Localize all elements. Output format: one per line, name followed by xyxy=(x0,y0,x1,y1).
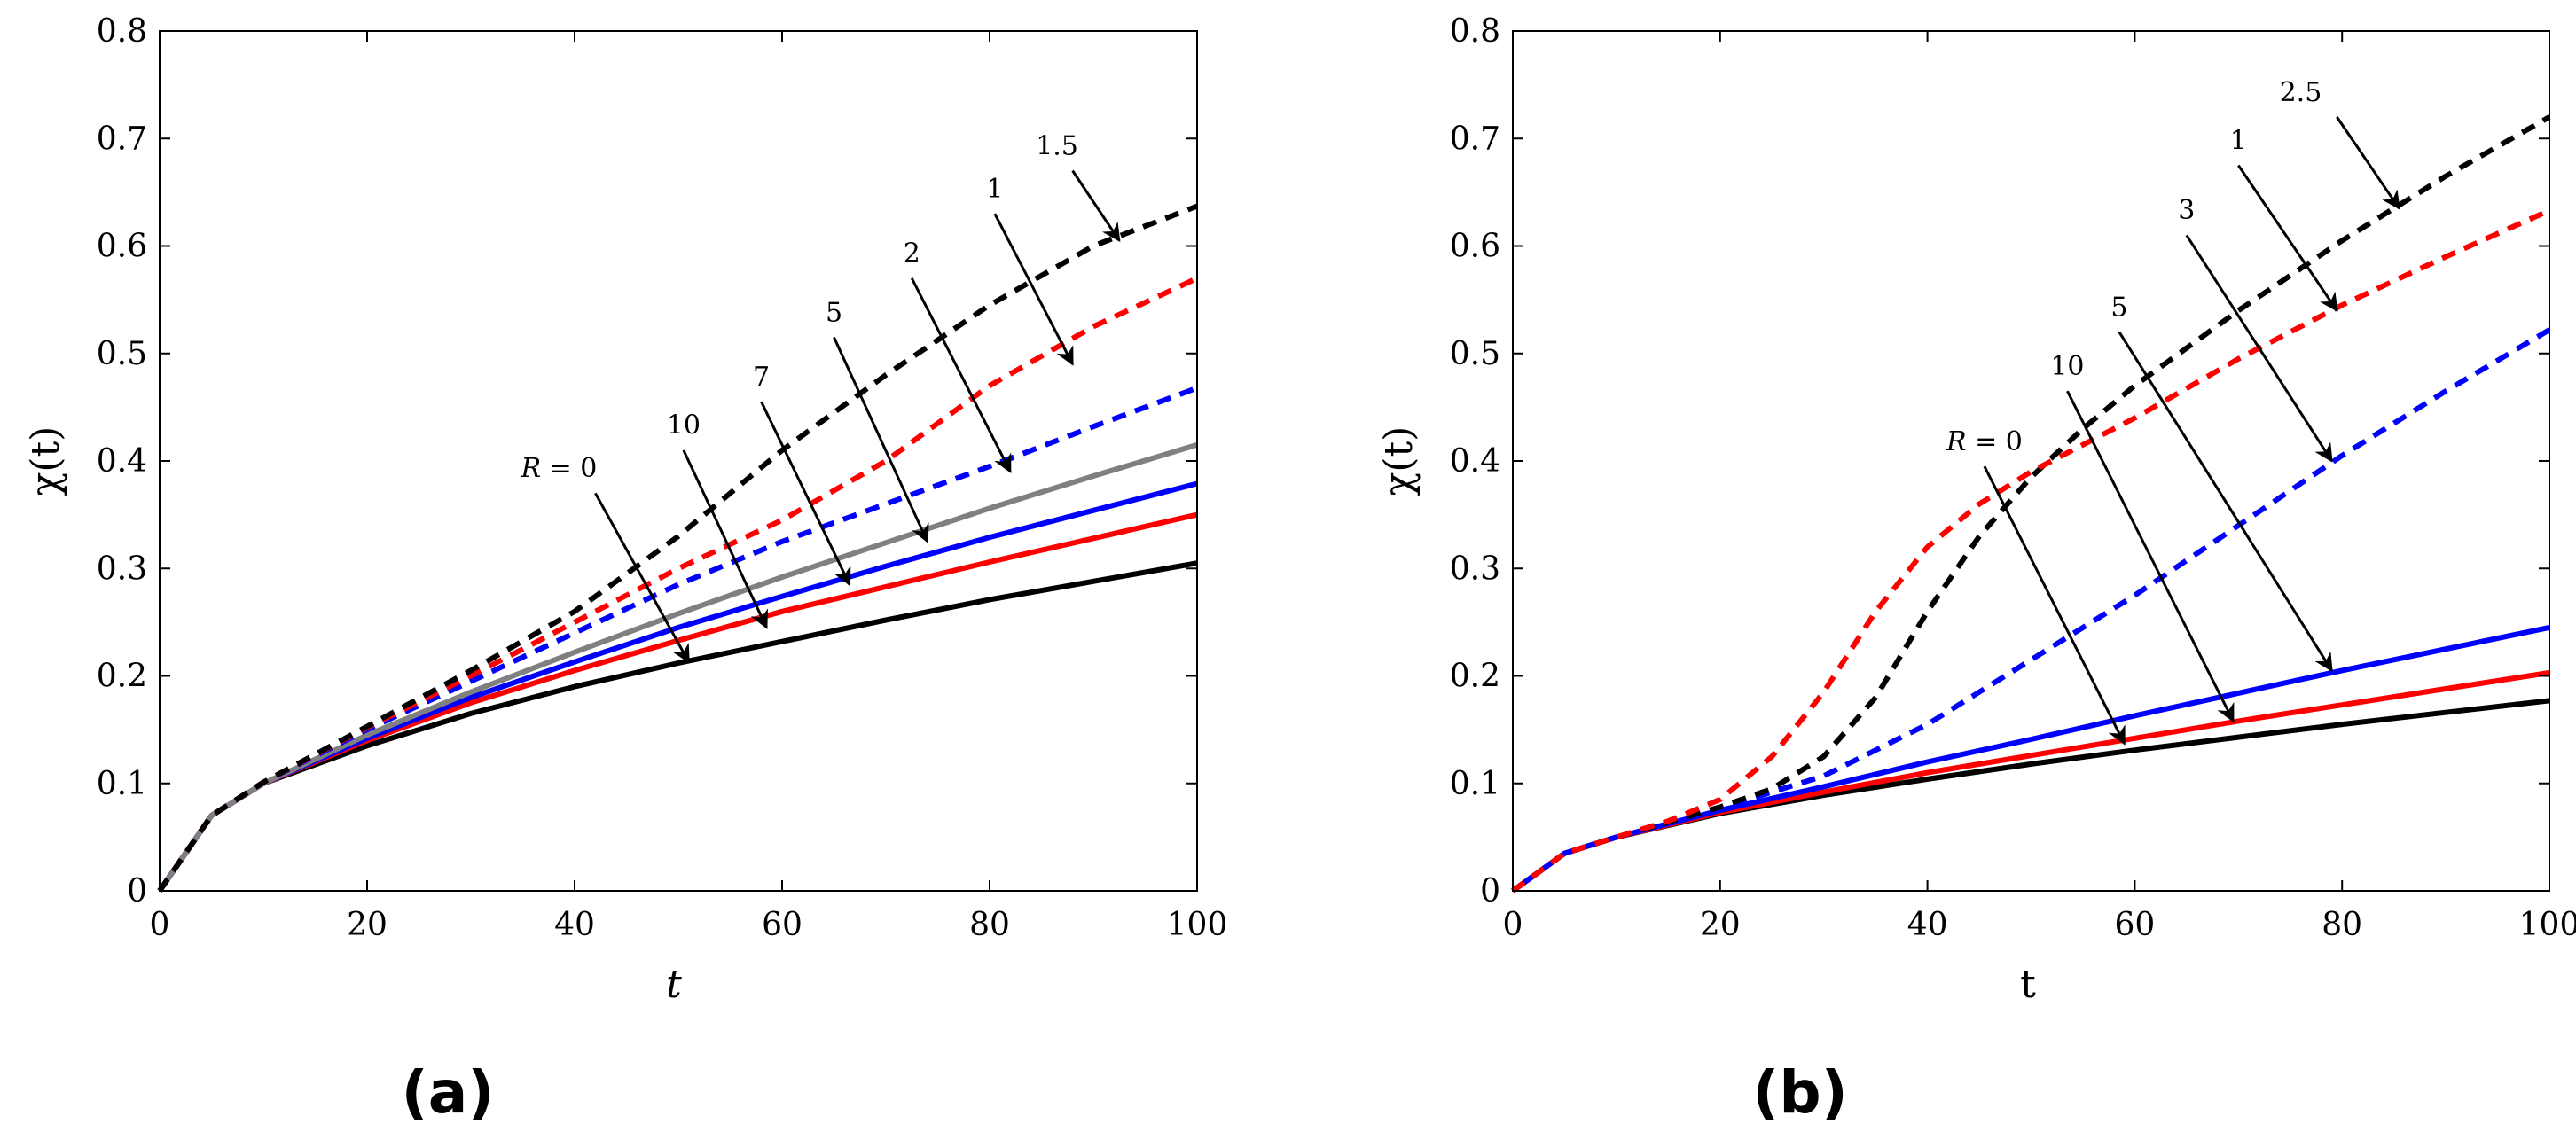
x-tick-label: 80 xyxy=(969,907,1010,943)
annotation-label: 3 xyxy=(2178,195,2195,226)
annotation-arrow xyxy=(2185,234,2333,463)
y-tick-label: 0.1 xyxy=(97,766,147,802)
series-group xyxy=(1511,114,2551,894)
annotation-arrow xyxy=(1983,465,2126,746)
annotation-arrow xyxy=(682,449,768,629)
chart-panel-b: χ(t) t (b) 0 20 40 60 80 100 0 0.1 0.2 0.3 0.4 0.5 0… xyxy=(1376,13,2576,1127)
y-tick-label: 0.8 xyxy=(97,13,147,50)
series-line-solid-10 xyxy=(157,511,1198,893)
y-tick-label: 0.2 xyxy=(97,659,147,695)
y-tick-label: 0.1 xyxy=(1450,766,1500,802)
series-line-dashed-2p5 xyxy=(1511,114,2551,894)
x-tick-label: 40 xyxy=(554,907,595,943)
annotation-arrow xyxy=(2237,164,2338,312)
y-tick-label: 0.3 xyxy=(1450,550,1500,587)
annotation-label: 10 xyxy=(2050,351,2084,382)
series-line-dashed-3 xyxy=(1511,327,2551,894)
x-tick-label: 60 xyxy=(2114,907,2155,943)
y-tick-label: 0.7 xyxy=(97,121,147,157)
x-tick-label: 100 xyxy=(1167,907,1228,943)
annotation-arrow xyxy=(833,336,929,543)
panel-label: (a) xyxy=(402,1058,495,1127)
y-tick-label: 0.4 xyxy=(1450,443,1500,480)
y-tick-label: 0.8 xyxy=(1450,13,1500,50)
annotation-label: 2.5 xyxy=(2280,77,2322,108)
annotation-label: 5 xyxy=(826,297,842,328)
y-tick-label: 0.6 xyxy=(1450,229,1500,265)
series-line-solid-5 xyxy=(1511,624,2550,894)
x-tick-label: 0 xyxy=(1503,907,1523,943)
x-tick-label: 20 xyxy=(347,907,388,943)
x-axis-label: t xyxy=(666,962,682,1007)
series-line-solid-7 xyxy=(157,480,1198,893)
annotation-arrow xyxy=(910,277,1012,473)
annotation-arrow xyxy=(760,401,851,587)
x-tick-label: 80 xyxy=(2322,907,2362,943)
series-line-dashed-1 xyxy=(157,276,1199,893)
series-group xyxy=(157,203,1199,893)
y-tick-label: 0.7 xyxy=(1450,121,1500,157)
y-tick-label: 0.4 xyxy=(97,443,147,480)
x-tick-label: 0 xyxy=(150,907,170,943)
annotation-label: 1.5 xyxy=(1036,130,1078,161)
annotation-arrow xyxy=(2066,390,2235,723)
y-tick-label: 0 xyxy=(127,873,147,910)
x-axis-label: t xyxy=(2020,962,2036,1007)
annotation-arrow xyxy=(594,492,691,664)
x-tick-label: 60 xyxy=(762,907,803,943)
y-tick-label: 0.3 xyxy=(97,550,147,587)
annotation-label: 5 xyxy=(2110,292,2127,323)
x-tick-label: 20 xyxy=(1700,907,1741,943)
annotation-label: R = 0 xyxy=(1946,426,2023,457)
series-line-dashed-1 xyxy=(1511,207,2551,894)
annotation-label: 7 xyxy=(753,362,770,393)
annotation-label: 10 xyxy=(667,410,701,441)
panel-label: (b) xyxy=(1752,1058,1848,1127)
chart-panel-a: χ(t) t (a) 0 20 40 60 80 100 0 0.1 0.2 0.3 0.4 0.5 0… xyxy=(23,13,1227,1127)
series-line-solid-5 xyxy=(157,441,1198,893)
annotation-arrow xyxy=(2118,331,2333,673)
y-tick-label: 0 xyxy=(1480,873,1500,910)
annotation-arrow xyxy=(2336,116,2400,210)
y-tick-label: 0.2 xyxy=(1450,659,1500,695)
annotation-label: 2 xyxy=(904,238,920,269)
annotation-label: 1 xyxy=(986,174,1003,205)
y-tick-label: 0.5 xyxy=(1450,336,1500,372)
series-line-solid-10 xyxy=(1511,669,2550,894)
y-tick-label: 0.5 xyxy=(97,336,147,372)
y-tick-label: 0.6 xyxy=(97,229,147,265)
y-axis-label: χ(t) xyxy=(23,426,68,496)
x-tick-label: 40 xyxy=(1907,907,1948,943)
annotation-label: 1 xyxy=(2230,125,2247,156)
annotation-arrow xyxy=(993,213,1074,366)
series-line-solid-R0 xyxy=(1511,698,2550,894)
annotation-arrow xyxy=(1071,169,1121,243)
y-axis-label: χ(t) xyxy=(1376,426,1421,496)
x-tick-label: 100 xyxy=(2519,907,2576,943)
annotation-label: R = 0 xyxy=(521,453,598,484)
